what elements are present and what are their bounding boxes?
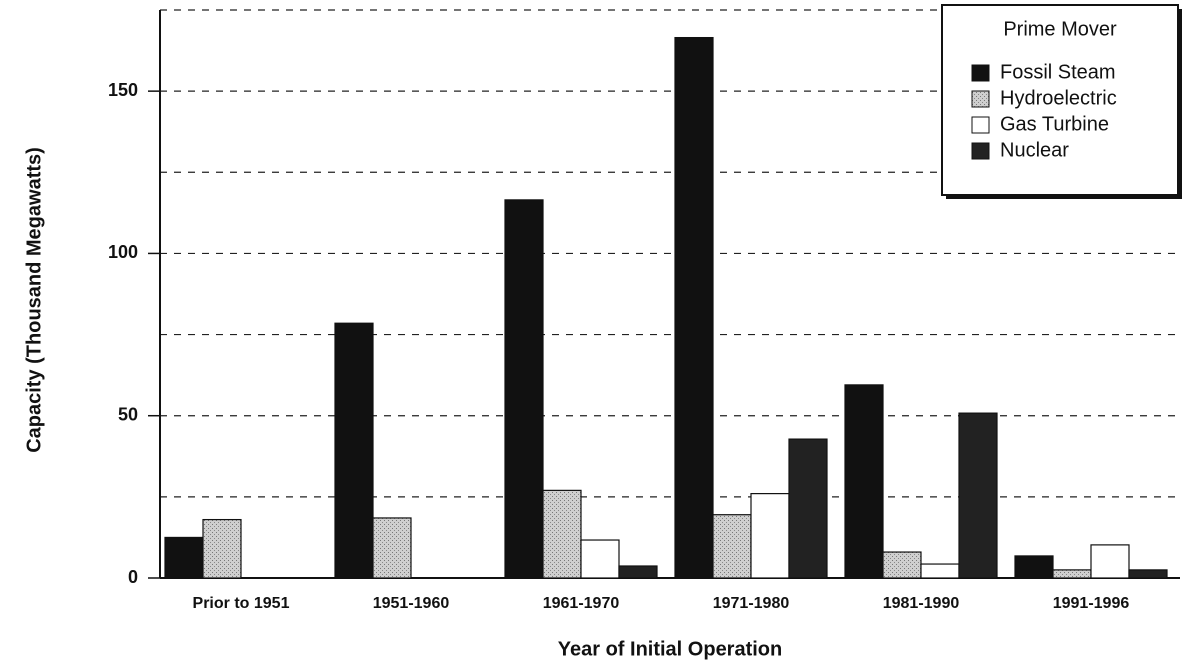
bar [788,438,828,579]
legend-label: Fossil Steam [1000,61,1116,83]
legend-label: Gas Turbine [1000,113,1109,135]
bar [542,489,582,579]
y-tick-label: 0 [128,567,138,587]
bar [202,518,242,579]
x-tick-label: 1951-1960 [373,595,450,612]
legend-title: Prime Mover [1003,18,1117,40]
legend-label: Hydroelectric [1000,87,1117,109]
bar [372,517,412,579]
bar [920,563,960,579]
bar [618,565,658,579]
y-axis-label: Capacity (Thousand Megawatts) [23,147,45,453]
bar [674,36,714,579]
bar [1090,544,1130,579]
bar [1052,569,1092,579]
y-tick-label: 50 [118,404,138,424]
legend-swatch [971,64,990,82]
bar [844,384,884,579]
legend-label: Nuclear [1000,139,1069,161]
bar [958,412,998,579]
x-axis-label: Year of Initial Operation [558,638,783,660]
y-tick-label: 100 [108,242,138,262]
bar [882,551,922,579]
legend [941,4,1179,196]
bar [1128,569,1168,579]
y-tick-label: 150 [108,80,138,100]
bar [164,536,204,579]
bar [334,322,374,579]
x-tick-label: Prior to 1951 [193,595,290,612]
bar [580,539,620,579]
legend-swatch [971,116,990,134]
bar [750,493,790,579]
x-tick-label: 1961-1970 [543,595,620,612]
x-tick-label: 1971-1980 [713,595,790,612]
legend-swatch [971,90,990,108]
bar [504,199,544,579]
bar [712,514,752,579]
x-tick-label: 1991-1996 [1053,595,1130,612]
x-tick-label: 1981-1990 [883,595,960,612]
legend-swatch [971,142,990,160]
bar [1014,555,1054,579]
